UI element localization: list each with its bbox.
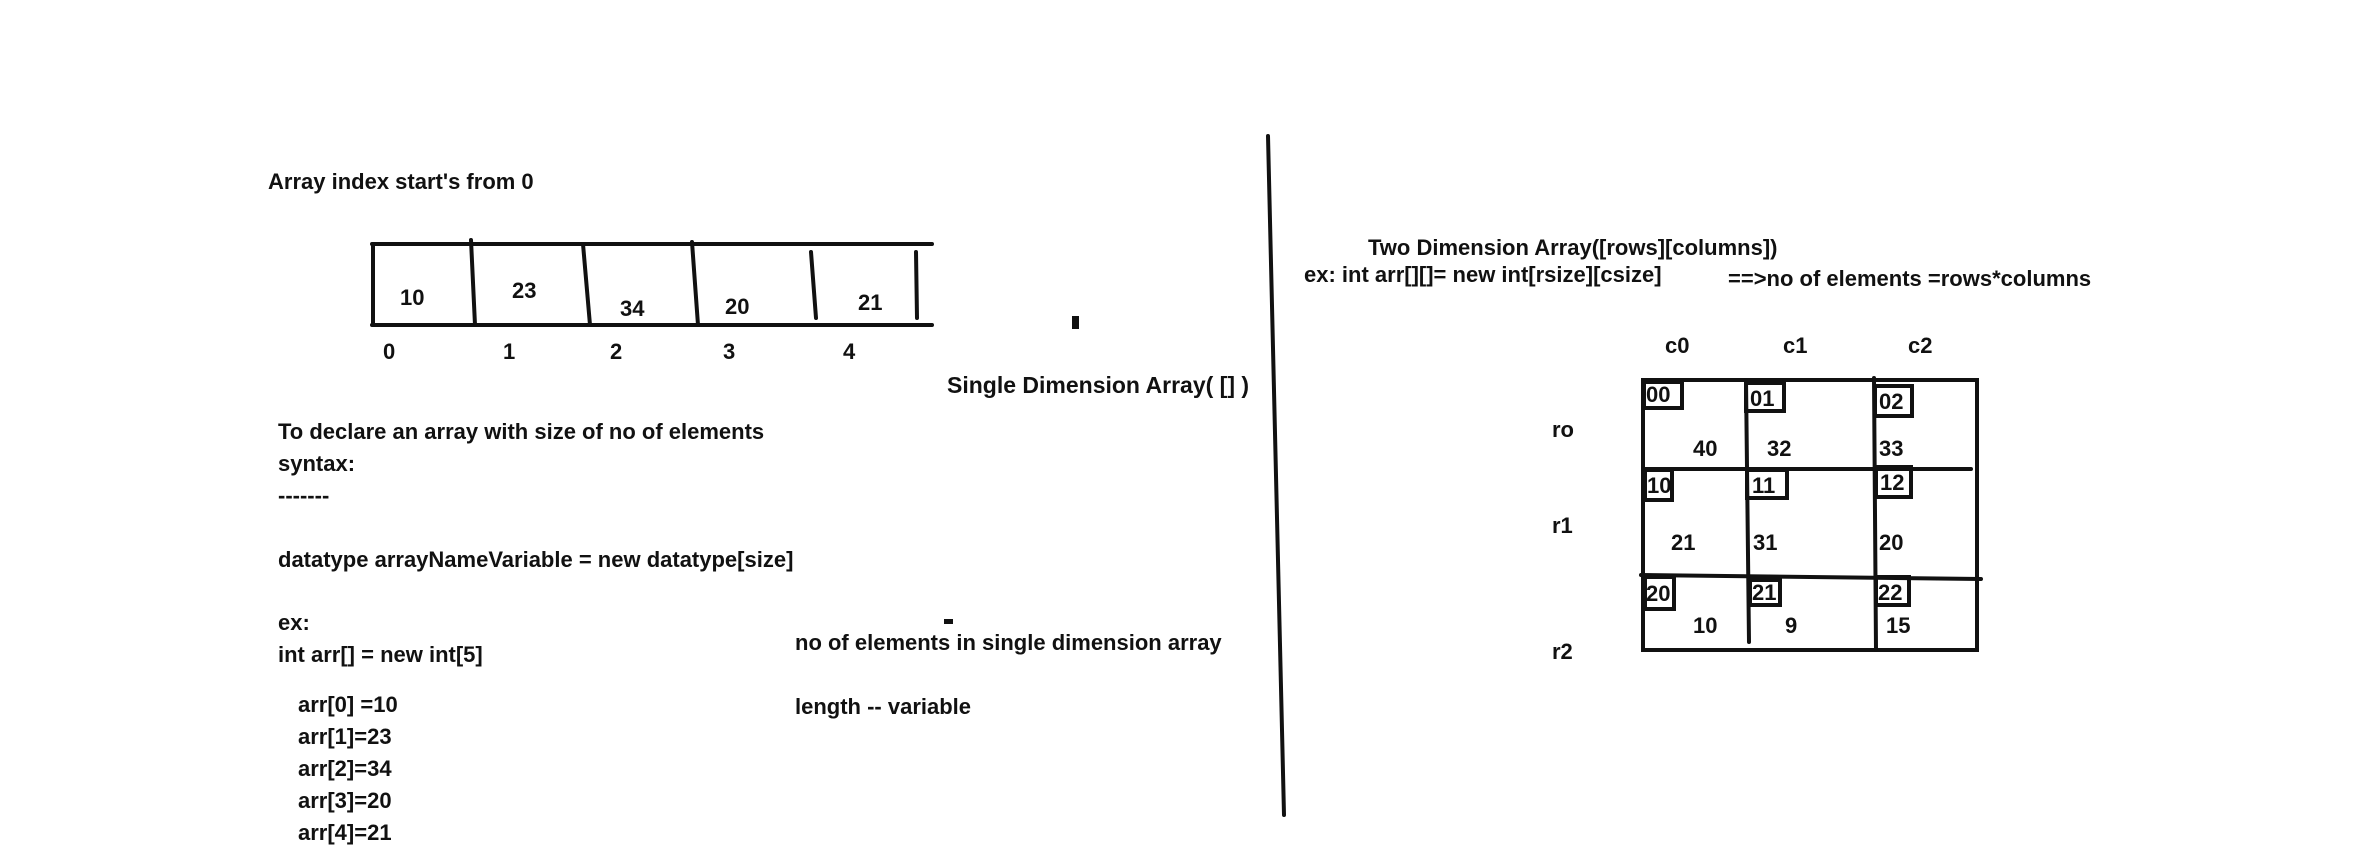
index-box-11 (1745, 468, 1789, 500)
stray-dash-mark (944, 619, 953, 624)
declare-array-line: To declare an array with size of no of e… (278, 419, 765, 444)
array-value-0: 10 (400, 285, 425, 310)
index-box-10 (1643, 468, 1674, 502)
single-array-divider-1 (469, 238, 477, 327)
row-header-r0: ro (1552, 417, 1574, 442)
syntax-label: syntax: (278, 451, 356, 476)
grid-value-10: 21 (1671, 530, 1696, 555)
index-box-20 (1643, 575, 1676, 611)
length-note: length -- variable (795, 694, 972, 719)
grid-value-11: 31 (1753, 530, 1778, 555)
single-array-divider-2 (581, 242, 592, 327)
array-value-1: 23 (512, 278, 537, 303)
syntax-dashes: ------- (278, 483, 330, 508)
array-index-3: 3 (723, 339, 736, 364)
assignment-line-4: arr[4]=21 (298, 820, 392, 845)
stray-dot-mark (1072, 316, 1079, 329)
index-box-22 (1874, 575, 1911, 607)
assignment-line-2: arr[2]=34 (298, 756, 392, 781)
grid-value-01: 32 (1767, 436, 1792, 461)
array-index-4: 4 (843, 339, 856, 364)
grid-value-20: 10 (1693, 613, 1718, 638)
column-header-c0: c0 (1665, 333, 1690, 358)
grid-value-00: 40 (1693, 436, 1718, 461)
single-dimension-title: Single Dimension Array( [] ) (947, 372, 1250, 398)
grid-value-21: 9 (1785, 613, 1798, 638)
index-box-12 (1874, 465, 1913, 499)
assignment-line-3: arr[3]=20 (298, 788, 392, 813)
no-of-elements-note: no of elements in single dimension array (795, 630, 1222, 655)
assignment-line-0: arr[0] =10 (298, 692, 398, 717)
index-box-01 (1744, 381, 1786, 413)
grid-value-02: 33 (1879, 436, 1904, 461)
grid-row-line-2 (1639, 573, 1983, 581)
two-dimension-example: ex: int arr[][]= new int[rsize][csize] (1304, 262, 1662, 287)
column-header-c2: c2 (1908, 333, 1933, 358)
single-array-divider-5 (914, 250, 919, 320)
grid-index-01: 01 (1750, 386, 1775, 411)
grid-value-22: 15 (1886, 613, 1911, 638)
row-header-r1: r1 (1552, 513, 1573, 538)
grid-value-12: 20 (1879, 530, 1904, 555)
grid-index-22: 22 (1878, 580, 1903, 605)
grid-outer-border (1641, 378, 1979, 652)
grid-index-02: 02 (1879, 389, 1904, 414)
grid-index-12: 12 (1880, 470, 1905, 495)
array-index-1: 1 (503, 339, 516, 364)
array-index-heading: Array index start's from 0 (268, 169, 534, 194)
array-value-2: 34 (620, 296, 645, 321)
array-value-4: 21 (858, 290, 883, 315)
elements-formula: ==>no of elements =rows*columns (1728, 266, 2092, 291)
vertical-divider-line (1266, 134, 1286, 817)
grid-index-21: 21 (1752, 580, 1777, 605)
grid-index-00: 00 (1646, 382, 1671, 407)
index-box-00 (1642, 380, 1684, 410)
array-index-2: 2 (610, 339, 623, 364)
grid-index-20: 20 (1646, 581, 1671, 606)
single-array-divider-3 (690, 240, 700, 327)
array-value-3: 20 (725, 294, 750, 319)
grid-index-11: 11 (1752, 473, 1776, 498)
index-box-21 (1748, 578, 1782, 607)
row-header-r2: r2 (1552, 639, 1573, 664)
grid-index-10: 10 (1647, 473, 1672, 498)
array-index-0: 0 (383, 339, 396, 364)
single-array-divider-4 (809, 250, 818, 320)
index-box-02 (1873, 384, 1914, 418)
example-label: ex: (278, 610, 310, 635)
two-dimension-title: Two Dimension Array([rows][columns]) (1368, 235, 1778, 260)
example-code: int arr[] = new int[5] (278, 642, 483, 667)
column-header-c1: c1 (1783, 333, 1808, 358)
grid-col-line-2 (1872, 376, 1878, 652)
syntax-line: datatype arrayNameVariable = new datatyp… (278, 547, 794, 572)
assignment-line-1: arr[1]=23 (298, 724, 392, 749)
